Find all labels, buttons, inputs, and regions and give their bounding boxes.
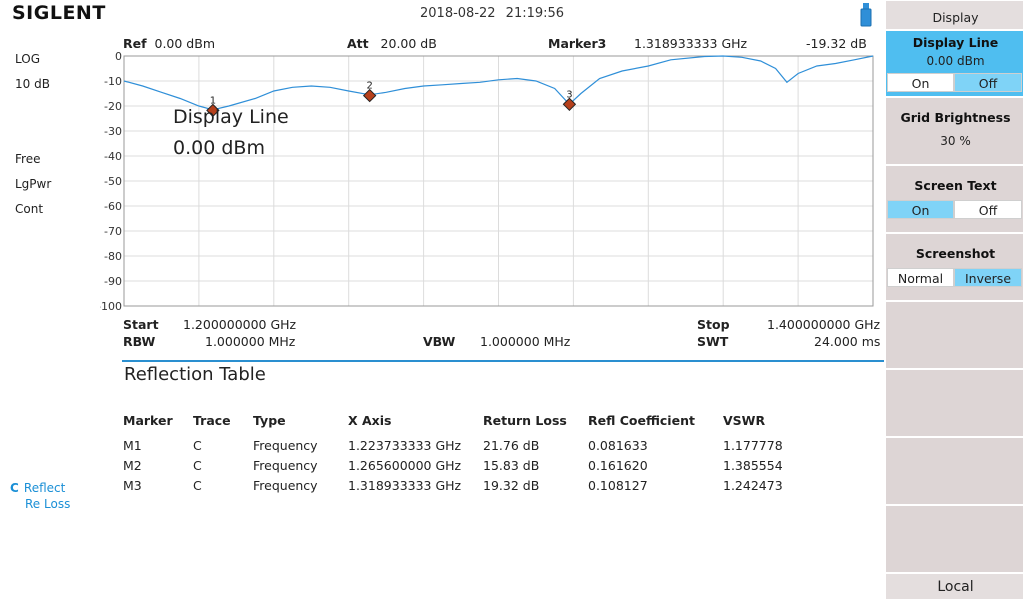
- swt-label: SWT: [697, 334, 729, 349]
- vbw-label: VBW: [423, 334, 456, 349]
- swt-value[interactable]: 24.000 ms: [814, 334, 881, 349]
- plot-frame: [123, 55, 874, 307]
- marker-3-label: 3: [566, 89, 572, 100]
- rbw-label: RBW: [123, 334, 156, 349]
- trace-letter: C: [10, 481, 19, 495]
- y-tick-label: -70: [104, 225, 122, 238]
- sweep-mode: Cont: [15, 202, 44, 216]
- stop-value[interactable]: 1.400000000 GHz: [767, 317, 881, 332]
- menu-header: Display: [885, 0, 1024, 30]
- local-button[interactable]: Local: [885, 573, 1024, 600]
- attenuation[interactable]: Att 20.00 dB: [347, 36, 437, 51]
- col-refl-coefficient: Refl Coefficient: [588, 413, 695, 428]
- display-line-on[interactable]: On: [887, 73, 954, 92]
- scale-div: 10 dB: [15, 77, 50, 91]
- screenshot-normal[interactable]: Normal: [887, 268, 954, 287]
- screenshot-key[interactable]: Screenshot Normal Inverse: [885, 233, 1024, 301]
- screen-text-off[interactable]: Off: [954, 200, 1022, 219]
- vbw-value[interactable]: 1.000000 MHz: [480, 334, 571, 349]
- col-type: Type: [253, 413, 286, 428]
- spectrum-plot[interactable]: 0 -10 -20 -30 -40 -50 -60 -70 -80 -90 -100 1 2 3: [100, 48, 890, 314]
- y-tick-label: -40: [104, 150, 122, 163]
- empty-key-1[interactable]: [885, 301, 1024, 369]
- usb-icon: [860, 3, 872, 27]
- marker-3-diamond[interactable]: [562, 97, 577, 112]
- empty-key-4[interactable]: [885, 505, 1024, 573]
- display-line-key[interactable]: Display Line 0.00 dBm On Off: [885, 30, 1024, 97]
- table-separator: [122, 360, 884, 362]
- y-tick-label: -100: [100, 300, 122, 313]
- marker-1-label: 1: [210, 95, 216, 106]
- y-tick-label: -50: [104, 175, 122, 188]
- ref-level[interactable]: Ref 0.00 dBm: [123, 36, 215, 51]
- screen-text-on[interactable]: On: [887, 200, 954, 219]
- col-trace: Trace: [193, 413, 231, 428]
- ref-value: 0.00 dBm: [154, 36, 216, 51]
- col-marker: Marker: [123, 413, 173, 428]
- marker-frequency: 1.318933333 GHz: [634, 36, 748, 51]
- brand-logo: SIGLENT: [12, 2, 106, 24]
- marker-2-label: 2: [366, 81, 372, 92]
- col-x-axis: X Axis: [348, 413, 392, 428]
- empty-key-2[interactable]: [885, 369, 1024, 437]
- trigger-mode: Free: [15, 152, 41, 166]
- scale-type: LOG: [15, 52, 41, 66]
- softkey-menu: Display Display Line 0.00 dBm On Off Gri…: [885, 0, 1024, 600]
- trace-mode: Reflect: [23, 481, 66, 495]
- ref-label: Ref: [123, 36, 147, 51]
- att-value: 20.00 dB: [380, 36, 437, 51]
- marker-2-diamond[interactable]: [362, 88, 377, 103]
- y-tick-label: -20: [104, 100, 122, 113]
- display-line-off[interactable]: Off: [954, 73, 1022, 92]
- rbw-value[interactable]: 1.000000 MHz: [205, 334, 296, 349]
- marker-level: -19.32 dB: [806, 36, 867, 51]
- col-return-loss: Return Loss: [483, 413, 567, 428]
- marker-1-diamond[interactable]: [206, 103, 220, 118]
- trace-measurement: Re Loss: [25, 497, 71, 511]
- trace-info[interactable]: C Reflect: [10, 477, 65, 496]
- y-tick-label: -10: [104, 75, 122, 88]
- att-label: Att: [347, 36, 369, 51]
- y-tick-label: -90: [104, 275, 122, 288]
- y-tick-label: -80: [104, 250, 122, 263]
- average-type: LgPwr: [15, 177, 52, 191]
- y-tick-label: 0: [115, 50, 122, 63]
- table-title: Reflection Table: [124, 364, 266, 385]
- datetime: 2018-08-22 21:19:56: [420, 6, 565, 21]
- display-line-overlay-title: Display Line: [173, 106, 289, 128]
- marker-label: Marker3: [548, 36, 607, 51]
- start-value[interactable]: 1.200000000 GHz: [183, 317, 297, 332]
- empty-key-3[interactable]: [885, 437, 1024, 505]
- display-line-overlay-value: 0.00 dBm: [173, 137, 265, 159]
- col-vswr: VSWR: [723, 413, 766, 428]
- screen-text-key[interactable]: Screen Text On Off: [885, 165, 1024, 233]
- grid-brightness-key[interactable]: Grid Brightness 30 %: [885, 97, 1024, 165]
- stop-label: Stop: [697, 317, 730, 332]
- y-tick-label: -30: [104, 125, 122, 138]
- start-label: Start: [123, 317, 159, 332]
- y-tick-label: -60: [104, 200, 122, 213]
- trace-line: [123, 55, 874, 111]
- screenshot-inverse[interactable]: Inverse: [954, 268, 1022, 287]
